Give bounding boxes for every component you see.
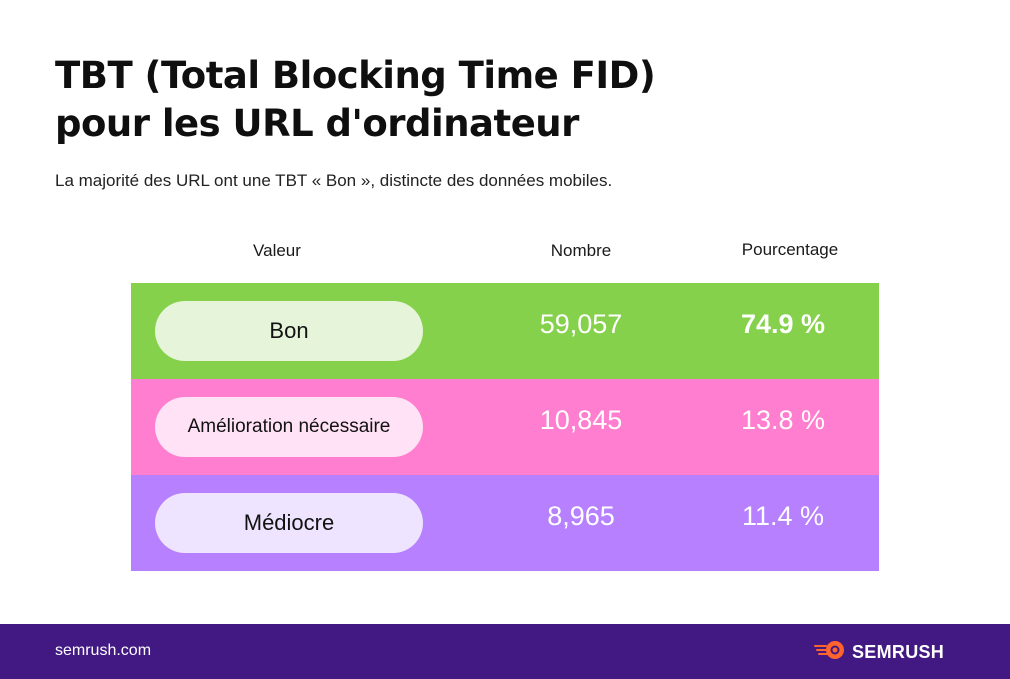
footer-site-link[interactable]: semrush.com xyxy=(55,642,152,659)
count-cell: 10,845 xyxy=(539,405,623,435)
table-row-mediocre: Médiocre 8,965 11.4 % xyxy=(131,475,879,571)
count-cell: 8,965 xyxy=(547,501,615,531)
count-cell: 59,057 xyxy=(539,309,623,339)
percent-cell: 74.9 % xyxy=(740,309,826,339)
footer: semrush.com SEMRUSH xyxy=(0,624,1010,679)
title-line-2: pour les URL d'ordinateur xyxy=(55,102,579,145)
semrush-fireball-icon xyxy=(814,640,846,665)
percent-cell: 11.4 % xyxy=(741,501,825,531)
label-pill: Bon xyxy=(155,301,423,361)
column-header-pourcentage: Pourcentage xyxy=(741,240,839,259)
column-header-nombre: Nombre xyxy=(550,241,612,260)
semrush-logo: SEMRUSH xyxy=(814,640,944,664)
label-pill: Médiocre xyxy=(155,493,423,553)
percent-cell: 13.8 % xyxy=(740,405,826,435)
brand-name: SEMRUSH xyxy=(852,641,945,662)
label-pill: Amélioration nécessaire xyxy=(155,397,423,457)
table-row-bon: Bon 59,057 74.9 % xyxy=(131,283,879,379)
data-table: Bon 59,057 74.9 % Amélioration nécessair… xyxy=(131,283,879,571)
column-header-valeur: Valeur xyxy=(253,241,301,260)
subtitle: La majorité des URL ont une TBT « Bon »,… xyxy=(55,171,613,190)
page-title: TBT (Total Blocking Time FID) pour les U… xyxy=(55,52,656,148)
table-row-amelioration: Amélioration nécessaire 10,845 13.8 % xyxy=(131,379,879,475)
title-line-1: TBT (Total Blocking Time FID) xyxy=(55,54,656,97)
